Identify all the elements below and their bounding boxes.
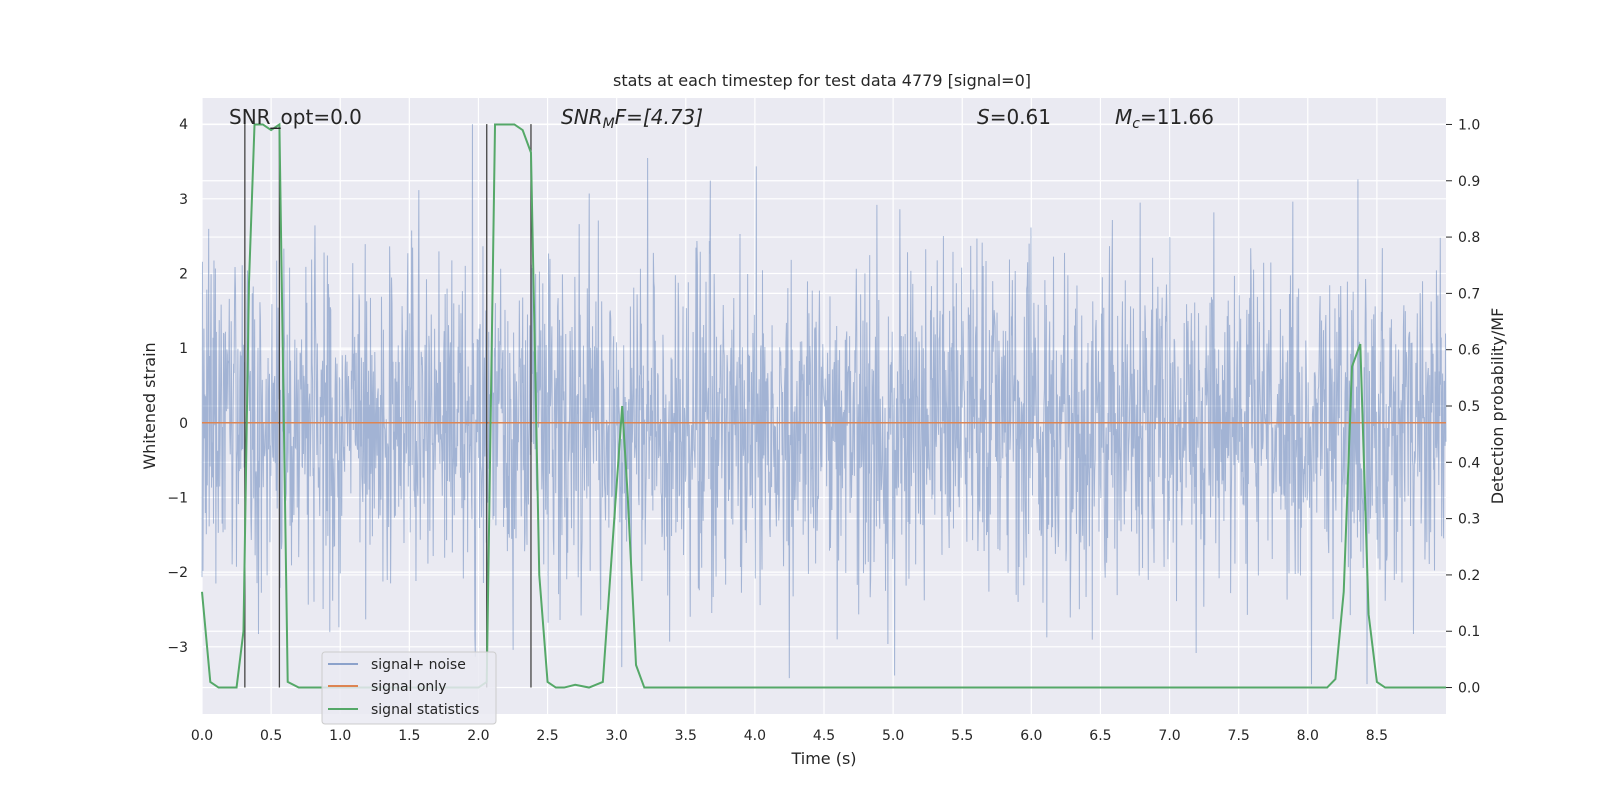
- legend: signal+ noise signal only signal statist…: [321, 651, 497, 725]
- y-tick-label: 4: [179, 117, 188, 133]
- y-right-tick-labels: 0.0 0.1 0.2 0.3 0.4 0.5 0.6 0.7 0.8 0.9 1.0: [1446, 117, 1480, 697]
- signal-statistics-line: [201, 122, 1446, 689]
- y-right-tick-label: 0.1: [1458, 624, 1480, 640]
- y-tick-label: −1: [167, 490, 188, 506]
- annotation-s: S=0.61: [977, 105, 1051, 129]
- noise-series: [201, 124, 1447, 685]
- annotation-snr-mf-base: SNR: [561, 105, 603, 129]
- legend-noise-label: signal+ noise: [371, 657, 466, 673]
- x-tick-label: 1.5: [398, 728, 420, 744]
- x-tick-label: 7.0: [1158, 728, 1180, 744]
- x-tick-labels: 0.0 0.5 1.0 1.5 2.0 2.5 3.0 3.5 4.0 4.5 5.0 5.5 6.0 6…: [191, 728, 1388, 744]
- annotation-mc-sub: c: [1132, 116, 1140, 132]
- legend-box: [321, 651, 497, 725]
- y-tick-label: 1: [179, 341, 188, 357]
- legend-stats-label: signal statistics: [371, 702, 479, 718]
- y-tick-label: 0: [179, 416, 188, 432]
- y-tick-label: 2: [179, 266, 188, 282]
- y-tick-label: −2: [167, 565, 188, 581]
- annotation-snr-mf: SNRMF=[4.73]: [561, 105, 703, 132]
- y-right-tick-label: 0.5: [1458, 399, 1480, 415]
- x-tick-label: 2.5: [536, 728, 558, 744]
- legend-signal-label: signal only: [371, 679, 446, 695]
- y-right-tick-label: 0.3: [1458, 512, 1480, 528]
- y-right-axis-label: Detection probability/MF: [1488, 308, 1507, 505]
- y-right-tick-label: 0.9: [1458, 174, 1480, 190]
- chart-title: stats at each timestep for test data 477…: [613, 71, 1031, 90]
- x-tick-label: 6.5: [1089, 728, 1111, 744]
- x-tick-label: 0.0: [191, 728, 213, 744]
- noise-trace: [201, 124, 1447, 685]
- y-tick-label: −3: [167, 640, 188, 656]
- annotation-mc-rest: =11.66: [1140, 105, 1214, 129]
- y-right-tick-label: 1.0: [1458, 117, 1480, 133]
- annotation-mc-base: M: [1115, 105, 1132, 129]
- x-tick-label: 2.0: [467, 728, 489, 744]
- x-tick-label: 4.0: [744, 728, 766, 744]
- annotation-s-rest: =0.61: [990, 105, 1051, 129]
- y-tick-labels: −3 −2 −1 0 1 2 3 4: [167, 117, 188, 656]
- x-axis-label: Time (s): [790, 749, 856, 768]
- annotation-mc: Mc=11.66: [1115, 105, 1214, 132]
- x-tick-label: 3.5: [675, 728, 697, 744]
- y-axis-label: Whitened strain: [140, 342, 159, 469]
- y-right-tick-label: 0.6: [1458, 343, 1480, 359]
- x-tick-label: 3.0: [606, 728, 628, 744]
- annotation-snr-opt: SNR_opt=0.0: [229, 105, 362, 129]
- annotation-s-base: S: [977, 105, 990, 129]
- annotation-snr-mf-rest: F=[4.73]: [615, 105, 703, 129]
- x-tick-label: 5.0: [882, 728, 904, 744]
- y-right-tick-label: 0.2: [1458, 568, 1480, 584]
- x-tick-label: 8.5: [1366, 728, 1388, 744]
- x-tick-label: 4.5: [813, 728, 835, 744]
- y-tick-label: 3: [179, 192, 188, 208]
- x-tick-label: 1.0: [329, 728, 351, 744]
- annotation-snr-mf-sub: M: [603, 116, 615, 132]
- y-right-tick-label: 0.8: [1458, 230, 1480, 246]
- x-tick-label: 8.0: [1297, 728, 1319, 744]
- y-right-tick-label: 0.4: [1458, 455, 1480, 471]
- y-right-tick-label: 0.7: [1458, 286, 1480, 302]
- y-right-tick-label: 0.0: [1458, 681, 1480, 697]
- x-tick-label: 0.5: [260, 728, 282, 744]
- x-tick-label: 7.5: [1228, 728, 1250, 744]
- x-tick-label: 6.0: [1020, 728, 1042, 744]
- x-tick-label: 5.5: [951, 728, 973, 744]
